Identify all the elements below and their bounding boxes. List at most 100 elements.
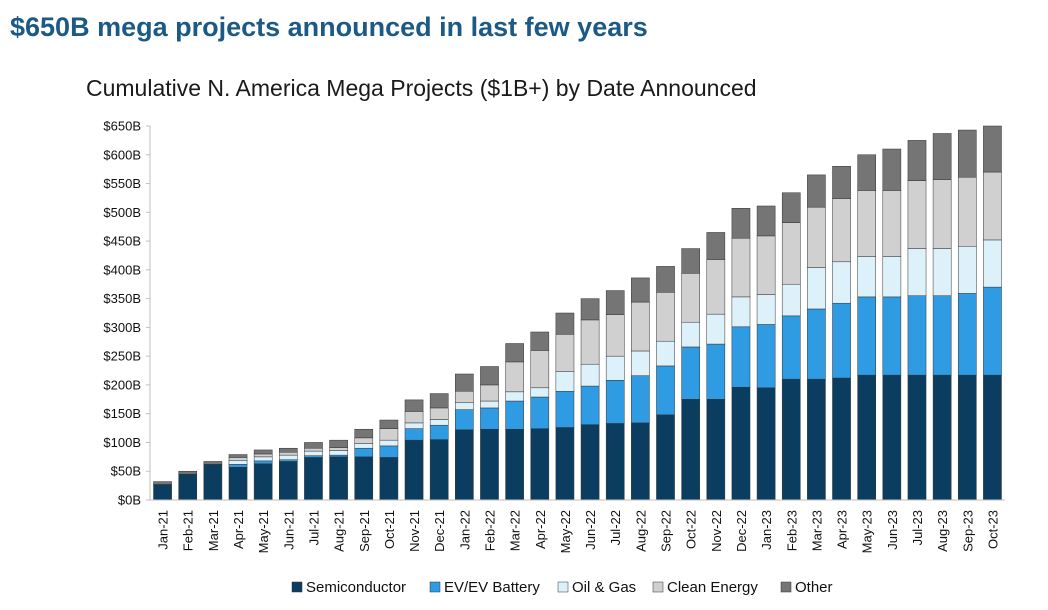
x-tick-label: Mar-21 [206, 510, 221, 551]
bar-group [681, 248, 700, 501]
bar-segment-other [203, 461, 223, 465]
bar-segment-oil-gas [530, 387, 550, 398]
bar-group [228, 454, 248, 501]
bar-segment-clean-energy [832, 198, 851, 263]
bar-segment-clean-energy [354, 437, 374, 444]
bar-segment-ev-ev-battery [354, 447, 374, 458]
y-tick-label: $250B [103, 349, 141, 364]
bars [153, 125, 1002, 501]
legend-swatch [652, 581, 664, 593]
bar-segment-clean-energy [530, 350, 550, 389]
bar-segment-semiconductor [983, 374, 1002, 501]
x-tick-label: Apr-21 [231, 510, 246, 549]
bar-segment-clean-energy [304, 447, 323, 452]
bar-segment-oil-gas [555, 371, 575, 392]
x-tick-label: Oct-22 [684, 510, 699, 549]
bar-segment-clean-energy [429, 407, 449, 420]
x-tick-label: Oct-23 [985, 510, 1000, 549]
bar-group [329, 439, 348, 501]
bar-segment-other [656, 266, 675, 293]
y-tick-label: $150B [103, 406, 141, 421]
bar-segment-ev-ev-battery [304, 455, 323, 458]
bar-segment-oil-gas [983, 239, 1002, 288]
bar-segment-ev-ev-battery [907, 295, 927, 376]
bar-segment-oil-gas [781, 283, 801, 317]
bar-group [882, 148, 902, 501]
bar-segment-semiconductor [731, 386, 751, 501]
bar-group [756, 205, 776, 501]
x-tick-label: Jul-22 [608, 510, 623, 545]
bar-segment-oil-gas [957, 246, 977, 294]
bar-group [957, 129, 977, 501]
bar-segment-other [379, 419, 399, 429]
bar-group [731, 208, 751, 501]
bar-segment-clean-energy [455, 391, 474, 404]
bar-segment-clean-energy [932, 179, 952, 249]
bar-segment-ev-ev-battery [580, 385, 600, 425]
bar-group [857, 154, 877, 501]
bar-segment-oil-gas [605, 355, 625, 381]
bar-segment-ev-ev-battery [253, 460, 273, 464]
bar-segment-oil-gas [304, 450, 323, 456]
bar-segment-semiconductor [781, 378, 801, 501]
bar-segment-semiconductor [832, 377, 851, 501]
bar-segment-other [480, 366, 499, 386]
bar-segment-ev-ev-battery [329, 454, 348, 458]
bar-segment-clean-energy [857, 190, 877, 257]
bar-group [178, 470, 198, 501]
legend-label: Other [795, 579, 833, 596]
bar-segment-semiconductor [178, 473, 198, 501]
bar-segment-oil-gas [580, 363, 600, 387]
bar-segment-other [832, 166, 851, 199]
bar-group [279, 447, 298, 501]
x-tick-label: Sep-22 [659, 510, 674, 552]
bar-group [580, 298, 600, 501]
bar-group [983, 125, 1002, 501]
x-tick-label: Aug-23 [935, 510, 950, 552]
bar-group [455, 373, 474, 501]
bar-segment-semiconductor [429, 439, 449, 501]
bar-segment-clean-energy [631, 301, 650, 352]
bar-group [429, 393, 449, 501]
bar-segment-clean-energy [279, 451, 298, 456]
x-tick-label: Nov-22 [709, 510, 724, 552]
bar-segment-ev-ev-battery [807, 308, 826, 380]
bar-group [304, 442, 323, 501]
bar-segment-clean-energy [228, 457, 248, 461]
x-tick-label: Apr-22 [533, 510, 548, 549]
x-tick-label: Feb-22 [482, 510, 497, 551]
bar-segment-other [304, 442, 323, 449]
bar-segment-other [807, 174, 826, 208]
bar-segment-semiconductor [681, 399, 700, 501]
bar-segment-clean-energy [957, 176, 977, 247]
bar-segment-ev-ev-battery [832, 302, 851, 379]
bar-segment-semiconductor [279, 461, 298, 501]
bar-segment-ev-ev-battery [631, 375, 650, 424]
bar-segment-other [907, 140, 927, 181]
bar-segment-ev-ev-battery [228, 464, 248, 468]
bar-segment-ev-ev-battery [756, 324, 776, 389]
bar-segment-other [932, 133, 952, 180]
bar-segment-oil-gas [907, 248, 927, 296]
x-axis: Jan-21 Feb-21 Mar-21 Apr-21 May-21 Jun-21 Jul-… [150, 499, 1005, 553]
bar-segment-other [329, 439, 348, 448]
bar-segment-other [178, 470, 198, 475]
bar-group [555, 312, 575, 501]
bar-segment-ev-ev-battery [781, 315, 801, 380]
bar-segment-other [429, 393, 449, 409]
legend-swatch [291, 581, 303, 593]
bar-segment-other [631, 277, 650, 303]
x-tick-label: Dec-21 [432, 510, 447, 552]
bar-segment-other [153, 481, 172, 485]
bar-segment-oil-gas [505, 391, 524, 402]
bar-group [631, 277, 650, 501]
x-tick-label: Sep-21 [357, 510, 372, 552]
bar-segment-clean-energy [756, 235, 776, 295]
bar-segment-oil-gas [404, 422, 424, 429]
bar-segment-clean-energy [656, 292, 675, 342]
bar-segment-clean-energy [907, 180, 927, 249]
x-tick-label: May-21 [256, 510, 271, 553]
bar-segment-ev-ev-battery [505, 400, 524, 430]
x-tick-label: Aug-22 [633, 510, 648, 552]
bar-segment-clean-energy [681, 273, 700, 323]
